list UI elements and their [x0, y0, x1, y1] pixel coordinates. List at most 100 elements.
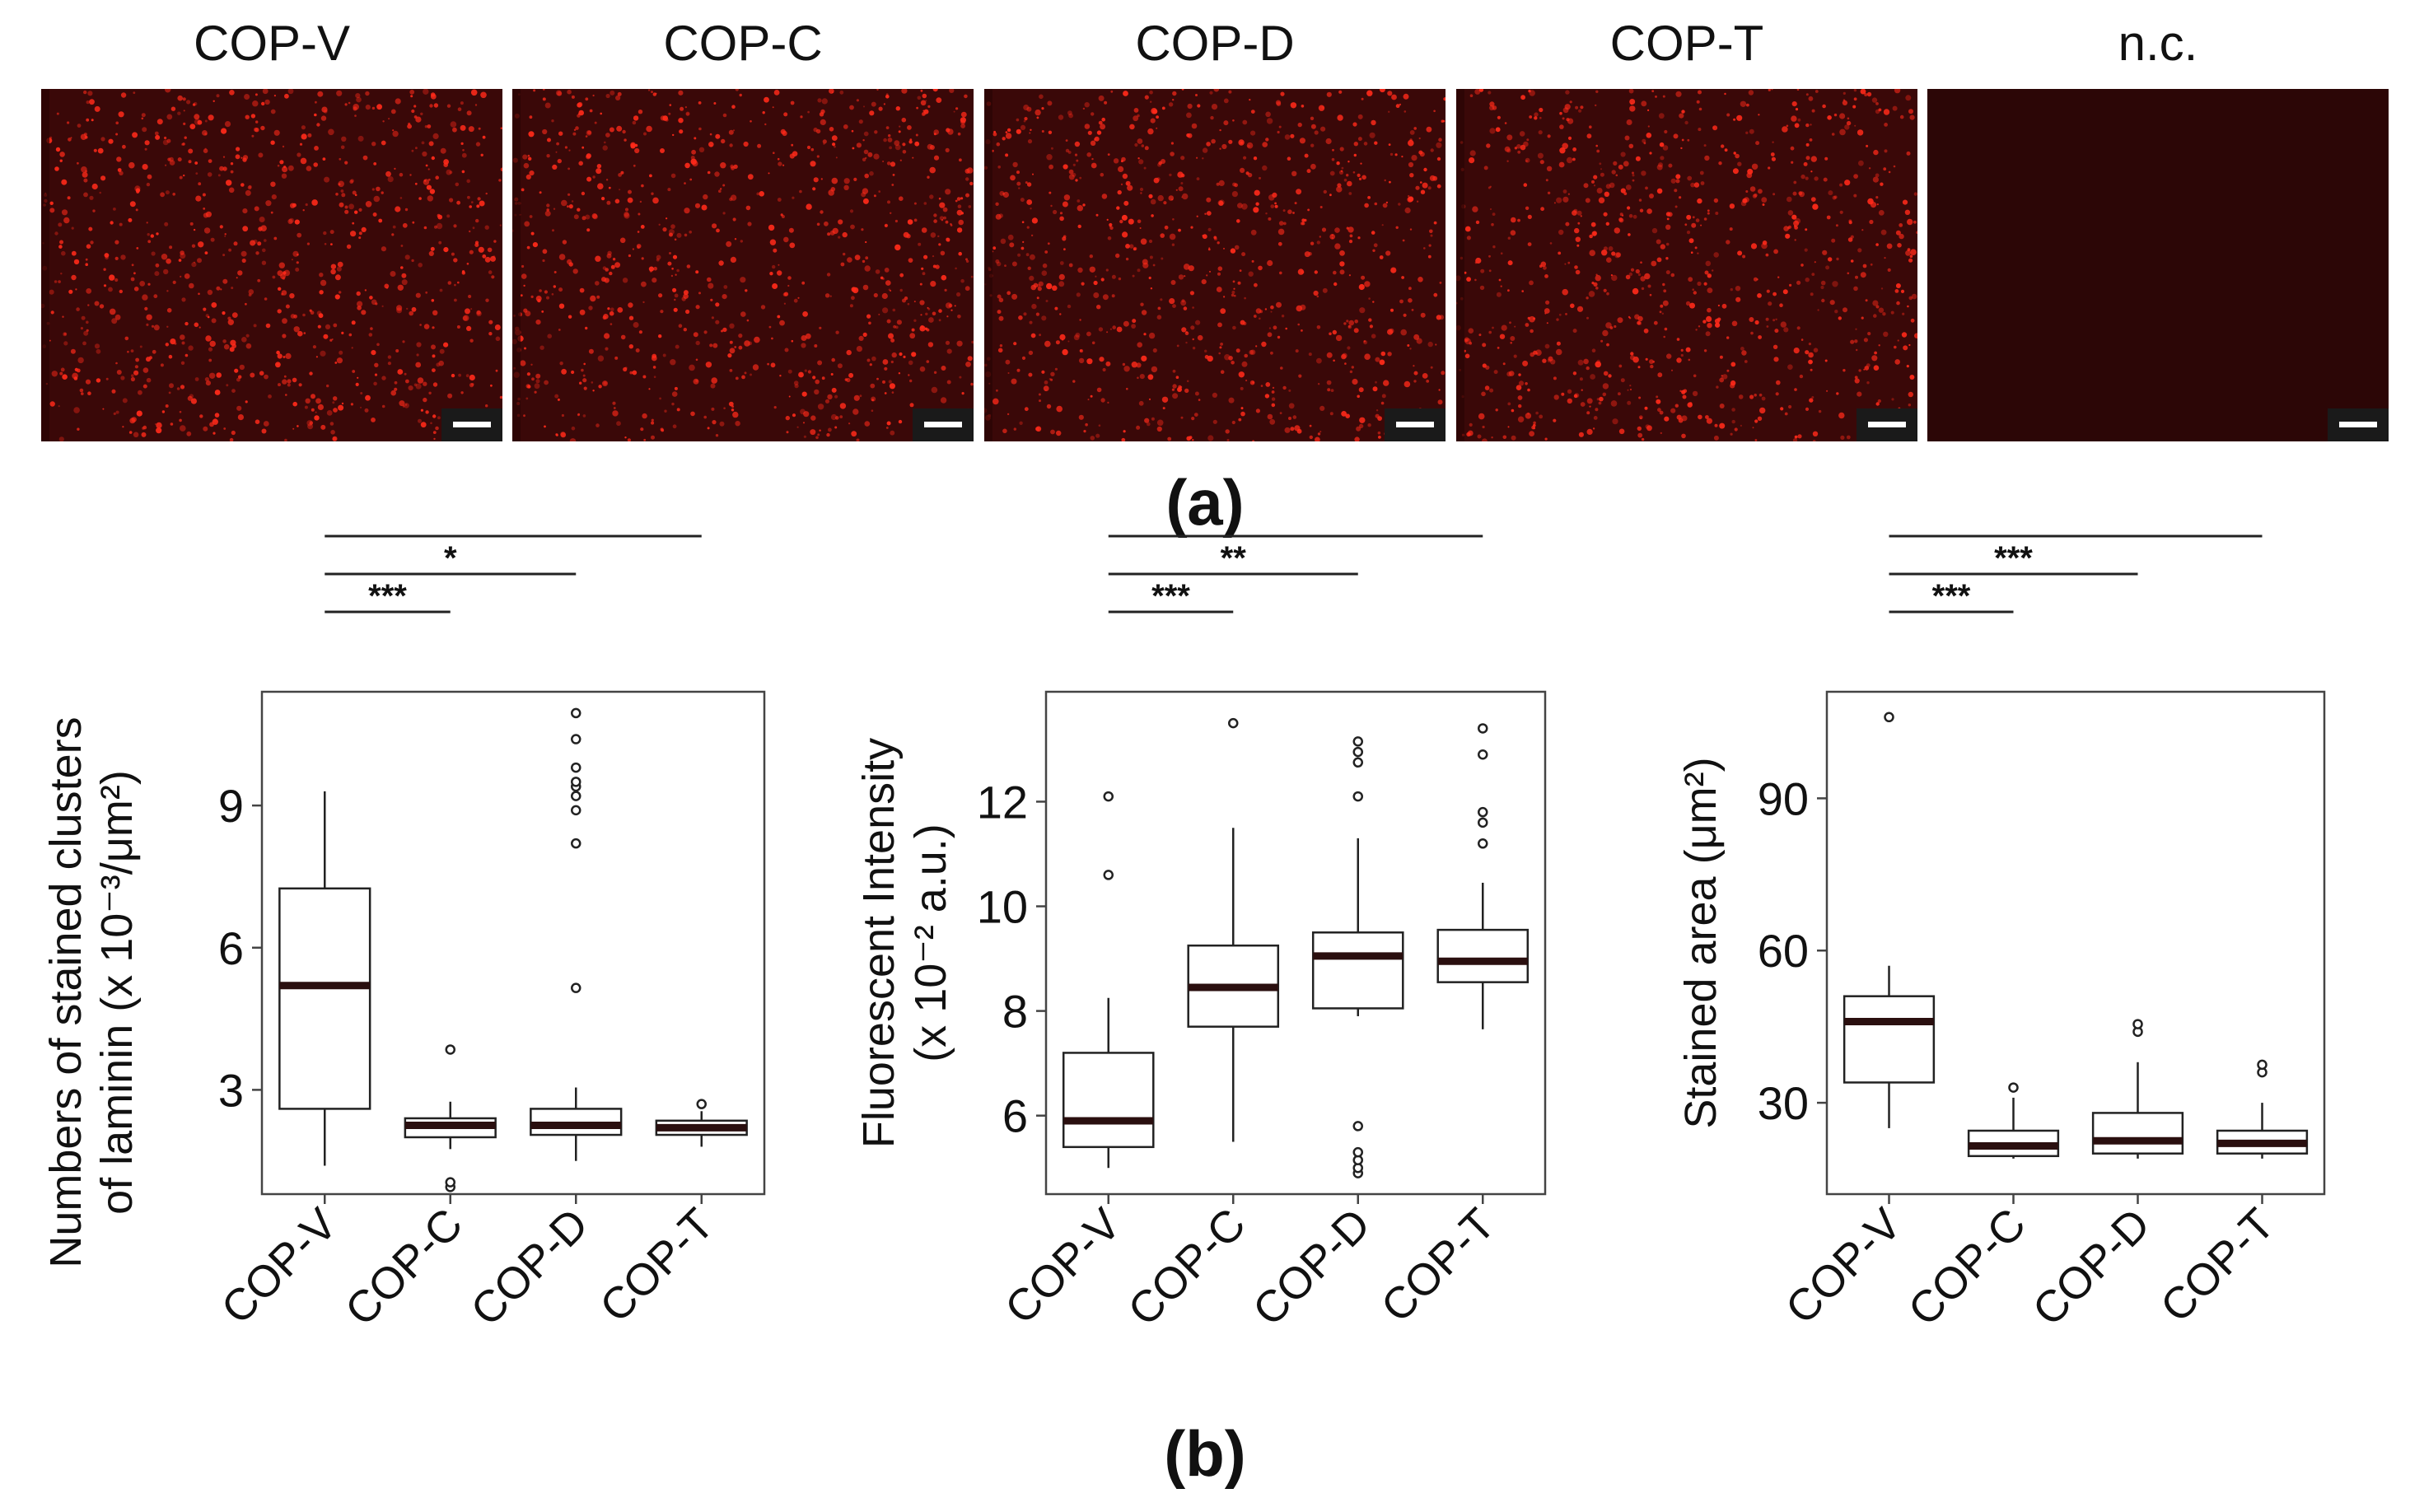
outlier-point [1478, 817, 1488, 828]
box-cop-c [404, 1044, 497, 1192]
x-tick-label: COP-T [1372, 1199, 1505, 1332]
scale-bar [924, 422, 962, 427]
outlier-point [2257, 1059, 2268, 1071]
micrograph-cop-c [512, 89, 974, 441]
micrograph-canvas [512, 89, 974, 441]
outlier-point [1352, 1121, 1363, 1132]
outlier-point [571, 707, 581, 719]
outlier-point [1478, 749, 1488, 760]
plot-frame [1825, 690, 2326, 1196]
image-title-cop-c: COP-C [663, 16, 823, 71]
y-axis-label-line2: (x 10⁻² a.u.) [906, 824, 955, 1062]
outlier-point [571, 734, 581, 744]
micrograph-canvas [1927, 89, 2389, 441]
micrograph-cop-d [984, 89, 1446, 441]
x-tick-label: COP-D [1244, 1199, 1380, 1335]
fluorescent-spots [984, 89, 1446, 441]
box-iqr [1436, 928, 1530, 983]
outlier-point [1352, 1146, 1363, 1158]
micrograph-cop-t [1456, 89, 1917, 441]
image-title-cop-d: COP-D [1135, 16, 1295, 71]
significance-label: *** [1277, 527, 1315, 539]
scale-bar [1868, 422, 1906, 427]
outlier-point [1478, 723, 1488, 734]
box-iqr [1062, 1052, 1155, 1149]
y-tick-label: 8 [1002, 986, 1028, 1038]
y-tick-label: 6 [218, 922, 244, 974]
box-iqr [278, 887, 371, 1110]
x-tick-label: COP-D [461, 1199, 597, 1335]
outlier-point [1352, 746, 1363, 758]
outlier-point [445, 1177, 455, 1188]
image-title-nc: n.c. [2118, 16, 2198, 71]
box-cop-v [278, 791, 371, 1166]
box-iqr [2091, 1112, 2184, 1155]
box-cop-t [1436, 723, 1530, 1029]
scale-bar [453, 422, 491, 427]
scale-bar [1396, 422, 1434, 427]
plot-frame [1044, 690, 1547, 1196]
image-title-cop-t: COP-T [1609, 16, 1764, 71]
x-tick-label: COP-D [2024, 1199, 2160, 1335]
significance-label: *** [1151, 578, 1190, 614]
significance-label: *** [494, 527, 533, 539]
y-tick-label: 10 [977, 881, 1028, 933]
box-cop-d [530, 707, 623, 1161]
y-tick-label: 90 [1758, 772, 1809, 824]
scale-bar [2339, 422, 2377, 427]
box-cop-v [1062, 791, 1155, 1169]
outlier-point [1352, 791, 1363, 802]
box-cop-v [1843, 712, 1936, 1128]
box-cop-t [2216, 1059, 2309, 1159]
outlier-point [1884, 712, 1894, 723]
significance-label: *** [368, 578, 407, 614]
y-tick-label: 12 [977, 776, 1028, 828]
panel-b-caption: (b) [1164, 1417, 1246, 1490]
micrograph-canvas [1456, 89, 1917, 441]
outlier-point [1228, 717, 1239, 729]
outlier-point [2008, 1082, 2019, 1093]
outlier-point [571, 838, 581, 849]
outlier-point [1352, 757, 1363, 768]
micrograph-nc [1927, 89, 2389, 441]
panel-a-caption: (a) [1165, 466, 1245, 539]
outlier-point [1478, 838, 1488, 849]
y-tick-label: 6 [1002, 1090, 1028, 1142]
outlier-point [445, 1044, 455, 1055]
outlier-point [571, 762, 581, 773]
x-tick-label: COP-C [1119, 1199, 1254, 1335]
micrograph-cop-v [41, 89, 502, 441]
outlier-point [571, 982, 581, 993]
outlier-point [2132, 1019, 2143, 1029]
outlier-point [571, 791, 581, 801]
y-tick-label: 30 [1758, 1077, 1809, 1129]
micrograph-canvas [41, 89, 502, 441]
x-tick-label: COP-V [212, 1199, 346, 1333]
y-axis-label: Stained area (μm²) [1676, 757, 1726, 1128]
x-tick-label: COP-C [1899, 1199, 2035, 1335]
box-cop-d [1311, 736, 1404, 1178]
x-tick-label: COP-C [336, 1199, 472, 1335]
fluorescent-spots [512, 89, 974, 441]
outlier-point [571, 805, 581, 816]
outlier-point [1103, 870, 1114, 880]
box-cop-t [655, 1099, 748, 1147]
outlier-point [1478, 806, 1488, 818]
significance-label: *** [1994, 540, 2033, 576]
y-tick-label: 3 [218, 1064, 244, 1116]
y-axis-label-line2: of laminin (x 10⁻³/μm²) [92, 770, 142, 1215]
box-iqr [1843, 995, 1936, 1084]
y-axis-label: Fluorescent Intensity [854, 738, 904, 1148]
significance-label: * [444, 540, 457, 576]
box-cop-c [1187, 717, 1280, 1142]
significance-label: *** [1932, 578, 1971, 614]
fluorescent-spots [1456, 89, 1917, 441]
outlier-point [1103, 791, 1114, 802]
outlier-point [1352, 736, 1363, 747]
y-tick-label: 60 [1758, 925, 1809, 977]
x-tick-label: COP-V [1777, 1199, 1911, 1333]
